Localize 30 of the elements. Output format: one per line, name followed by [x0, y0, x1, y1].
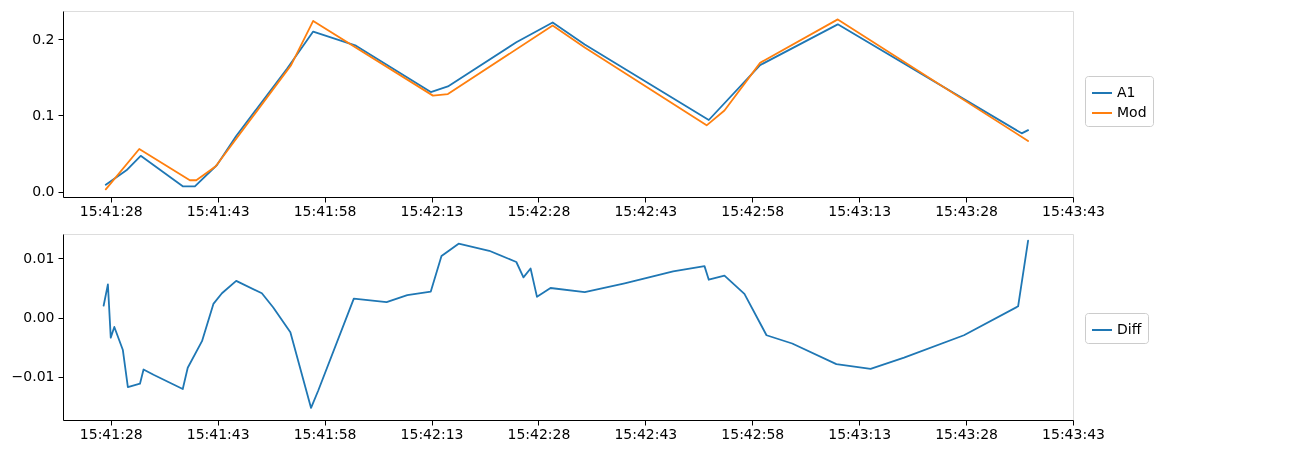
- x-tick-label: 15:43:13: [828, 425, 892, 442]
- x-tick-label: 15:42:58: [721, 425, 785, 442]
- x-tick-label: 15:43:28: [935, 202, 999, 219]
- x-tick-label: 15:43:43: [1042, 425, 1105, 442]
- x-tick-label: 15:42:28: [507, 425, 571, 442]
- y-tick-label: 0.2: [32, 30, 55, 47]
- y-tick-label: 0.01: [23, 249, 55, 266]
- x-tick-label: 15:41:28: [79, 202, 143, 219]
- line-series: [102, 239, 1029, 409]
- x-tick-label: 15:42:58: [721, 202, 785, 219]
- y-tick-label: −0.01: [11, 368, 55, 385]
- x-tick-label: 15:42:13: [400, 425, 464, 442]
- x-tick-label: 15:42:13: [400, 202, 464, 219]
- legend-label: Mod: [1117, 104, 1147, 120]
- legend-label: A1: [1117, 84, 1136, 100]
- x-tick-label: 15:41:58: [293, 202, 357, 219]
- y-tick-label: 0.00: [23, 309, 55, 326]
- x-tick-label: 15:42:28: [507, 202, 571, 219]
- y-tick-label: 0.1: [32, 106, 55, 123]
- x-tick-label: 15:41:28: [79, 425, 143, 442]
- legend-label: Diff: [1117, 321, 1142, 337]
- x-tick-label: 15:43:43: [1042, 202, 1105, 219]
- y-tick-label: 0.0: [32, 183, 55, 200]
- x-tick-label: 15:41:58: [293, 425, 357, 442]
- x-tick-label: 15:43:28: [935, 425, 999, 442]
- x-tick-label: 15:42:43: [614, 425, 678, 442]
- x-tick-label: 15:41:43: [186, 425, 250, 442]
- x-tick-label: 15:41:43: [186, 202, 250, 219]
- x-tick-label: 15:43:13: [828, 202, 892, 219]
- x-tick-label: 15:42:43: [614, 202, 678, 219]
